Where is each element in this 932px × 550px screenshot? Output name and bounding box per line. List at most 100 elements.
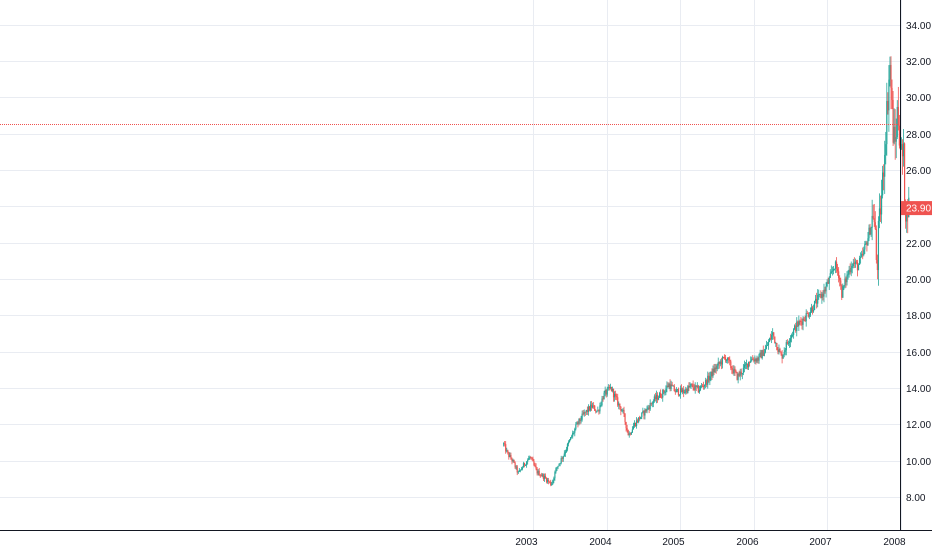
candle-body	[832, 269, 835, 271]
candle-body	[676, 389, 679, 390]
y-tick-label: 18.00	[906, 311, 931, 322]
candle-body	[827, 281, 829, 284]
candle-body	[819, 294, 821, 295]
candle-body	[729, 360, 731, 362]
candle-body	[587, 406, 590, 412]
candle-body	[852, 262, 854, 267]
candle-body	[642, 411, 644, 413]
candle-body	[841, 285, 843, 298]
candle-body	[507, 450, 509, 453]
candle-body	[889, 64, 891, 80]
candle-body	[791, 334, 794, 336]
candle-body	[793, 329, 795, 335]
candle-body	[778, 349, 780, 352]
candle-body	[593, 405, 595, 407]
candle-body	[647, 407, 649, 409]
candle-body	[697, 385, 699, 393]
candle-body	[892, 99, 894, 143]
candle-body	[845, 278, 847, 283]
candle-body	[617, 397, 619, 406]
candle-body	[822, 293, 824, 297]
candle-body	[805, 313, 807, 322]
candle-body	[650, 403, 652, 404]
candle-body	[788, 341, 791, 343]
candle-body	[764, 348, 766, 353]
candle-body	[533, 461, 535, 465]
candle-body	[708, 375, 710, 381]
candle-body	[508, 452, 510, 458]
y-tick-label: 30.00	[906, 93, 931, 104]
candle-body	[898, 125, 900, 146]
y-tick-label: 26.00	[906, 166, 931, 177]
candle-body	[523, 463, 526, 466]
candle-body	[677, 389, 680, 396]
candle-body	[572, 432, 574, 437]
candle-body	[867, 238, 869, 246]
candle-body	[744, 364, 747, 366]
candle-body	[890, 64, 892, 89]
candle-body	[717, 362, 719, 366]
candle-body	[568, 440, 571, 443]
candle-body	[759, 352, 761, 355]
candle-body	[813, 300, 816, 310]
candle-body	[853, 262, 855, 264]
candle-body	[765, 345, 767, 349]
last-price-tag-background	[901, 201, 932, 216]
candle-body	[551, 483, 553, 485]
candle-body	[893, 126, 895, 143]
candle-body	[718, 362, 720, 364]
candle-body	[897, 106, 899, 126]
candle-body	[640, 416, 642, 420]
candle-body	[695, 385, 697, 387]
candle-body	[684, 392, 686, 394]
candle-body	[873, 218, 875, 223]
y-tick-label: 28.00	[906, 130, 931, 141]
candle-body	[543, 475, 546, 479]
candle-body	[610, 387, 613, 391]
candle-body	[632, 426, 635, 430]
candle-body	[742, 367, 744, 374]
candle-body	[619, 403, 621, 407]
candle-body	[734, 368, 736, 372]
candle-body	[629, 433, 631, 435]
candle-body	[562, 456, 564, 459]
candle-body	[583, 411, 585, 415]
candle-body	[704, 384, 706, 387]
candle-body	[880, 195, 883, 215]
candle-body	[824, 289, 826, 292]
candle-body	[836, 268, 839, 272]
candle-body	[598, 410, 600, 412]
candle-body	[696, 385, 698, 387]
candle-body	[720, 361, 722, 365]
candle-body	[579, 418, 581, 421]
candle-body	[567, 442, 570, 444]
candle-body	[599, 405, 601, 412]
candle-body	[740, 371, 742, 375]
candle-body	[768, 338, 771, 342]
candle-body	[816, 298, 818, 304]
candle-body	[857, 264, 860, 271]
candle-body	[874, 222, 876, 229]
price-axis-labels[interactable]: 8.00 10.00 12.00 14.00 16.00 18.00 20.00 22.00 2…	[906, 21, 931, 504]
candle-body	[580, 419, 582, 421]
candle-body	[771, 335, 773, 340]
candle-body	[575, 424, 577, 429]
candle-body	[505, 444, 507, 452]
candle-body	[818, 294, 820, 296]
candle-body	[624, 413, 626, 422]
candle-body	[731, 368, 733, 370]
candle-body	[864, 244, 866, 250]
candle-body	[690, 383, 692, 386]
candle-body	[534, 464, 536, 467]
candle-body	[846, 274, 848, 283]
candle-body	[594, 405, 596, 411]
candle-body	[716, 365, 718, 370]
candle-body	[724, 357, 727, 361]
candle-body	[545, 478, 548, 482]
candle-body	[863, 249, 865, 256]
candle-body	[526, 461, 528, 466]
time-axis-labels[interactable]: 2003 2004 2005 2006 2007 2008	[515, 537, 906, 548]
candle-body	[603, 392, 605, 400]
candle-body	[596, 410, 598, 412]
